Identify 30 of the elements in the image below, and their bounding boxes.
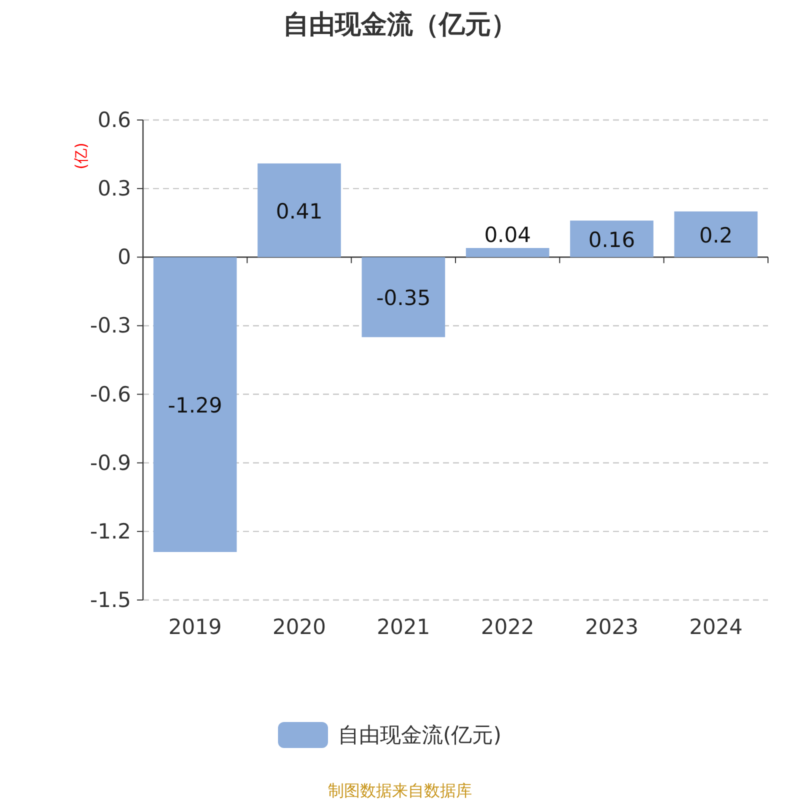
y-tick-label: -0.9 bbox=[90, 450, 131, 475]
y-tick-label: -0.6 bbox=[90, 382, 131, 406]
bar bbox=[258, 163, 341, 258]
bar bbox=[153, 257, 237, 552]
y-tick-label: -1.5 bbox=[90, 588, 131, 612]
x-tick-label: 2022 bbox=[480, 615, 534, 639]
y-tick-label: 0.6 bbox=[98, 108, 131, 132]
legend-label: 自由现金流(亿元) bbox=[338, 723, 502, 747]
x-tick-label: 2019 bbox=[168, 615, 222, 639]
x-tick-label: 2024 bbox=[689, 615, 743, 639]
bar bbox=[466, 248, 550, 258]
data-label: -1.29 bbox=[168, 394, 222, 418]
x-tick-label: 2021 bbox=[376, 615, 430, 639]
bar bbox=[570, 220, 654, 258]
text: 制图数据来自数据库 bbox=[328, 781, 472, 800]
data-label: 0.41 bbox=[276, 199, 323, 224]
data-label: 0.16 bbox=[588, 228, 636, 252]
y-tick-label: 0.3 bbox=[98, 176, 131, 201]
bar bbox=[362, 257, 446, 338]
y-tick-label: 0 bbox=[118, 245, 131, 270]
data-label: 0.2 bbox=[699, 223, 733, 248]
y-tick-label: -0.3 bbox=[90, 314, 131, 338]
y-axis-title: (亿) bbox=[72, 142, 90, 170]
y-tick-label: -1.2 bbox=[90, 519, 131, 544]
data-label: 0.04 bbox=[484, 223, 531, 247]
data-label: -0.35 bbox=[376, 286, 431, 310]
x-tick-label: 2020 bbox=[272, 615, 326, 639]
chart-title: 自由现金流（亿元） bbox=[283, 10, 517, 40]
bar bbox=[674, 211, 758, 258]
x-tick-label: 2023 bbox=[585, 615, 638, 639]
